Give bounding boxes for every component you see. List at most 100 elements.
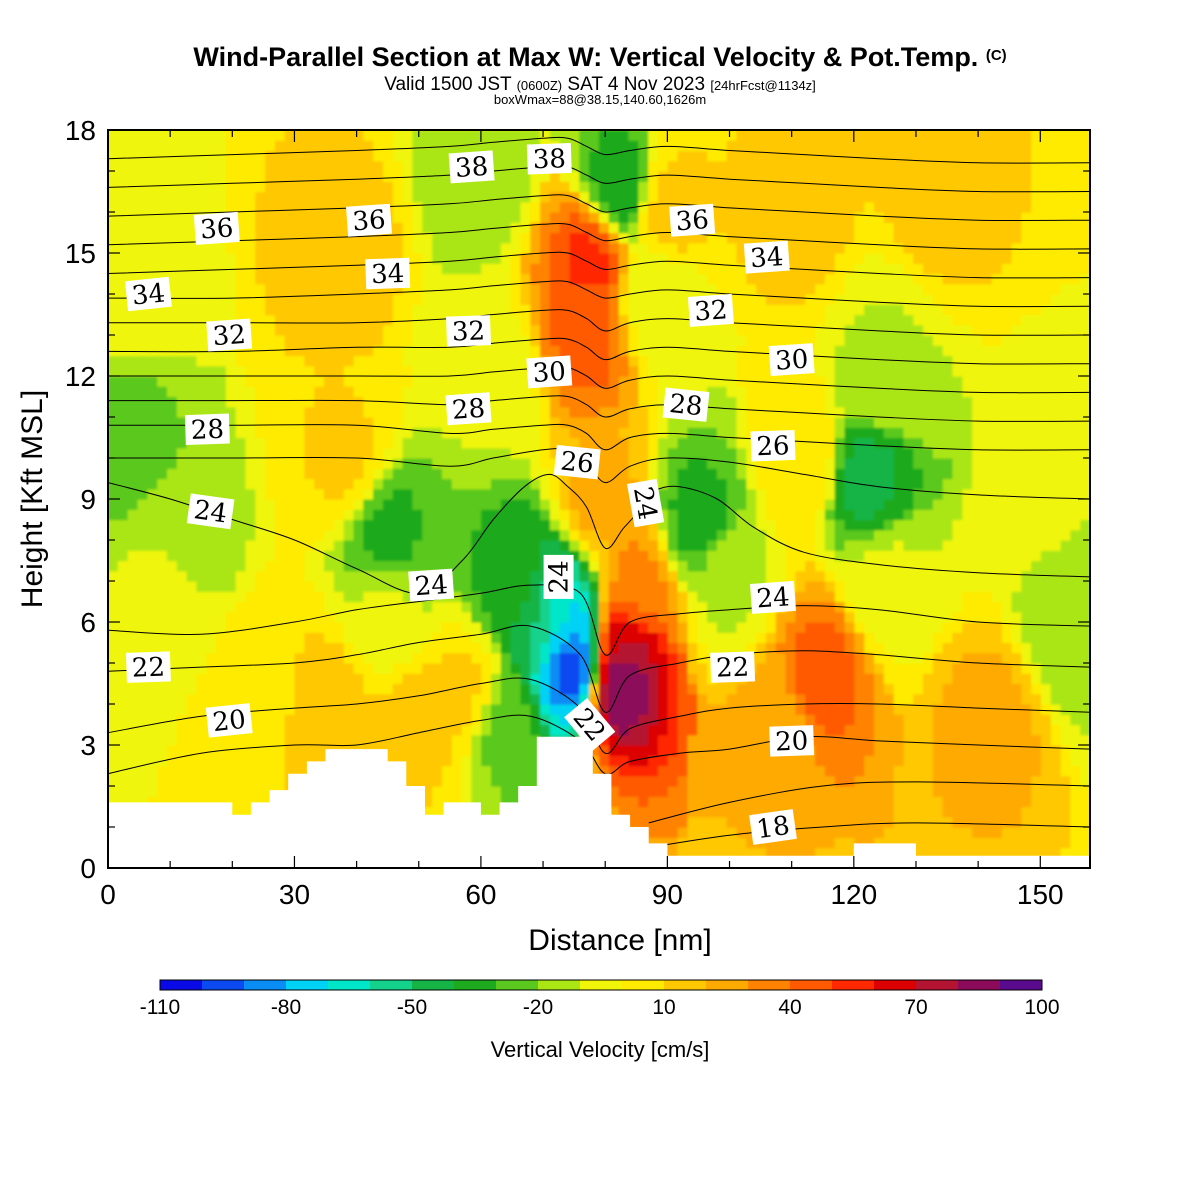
field-cell — [834, 683, 846, 695]
field-cell — [1080, 693, 1090, 705]
field-cell — [530, 488, 541, 500]
field-cell — [667, 468, 679, 480]
field-cell — [932, 437, 944, 449]
field-cell — [108, 611, 119, 623]
field-cell — [677, 447, 688, 459]
field-cell — [206, 570, 217, 582]
field-cell — [402, 427, 414, 439]
field-cell — [422, 724, 433, 736]
field-cell — [127, 478, 139, 490]
field-cell — [422, 437, 433, 449]
field-cell — [1060, 827, 1071, 838]
field-cell — [294, 745, 305, 756]
field-cell — [707, 509, 718, 521]
field-cell — [844, 437, 855, 449]
field-cell — [873, 376, 885, 387]
field-cell — [864, 663, 875, 674]
field-cell — [805, 427, 816, 439]
field-cell — [854, 622, 865, 633]
field-cell — [343, 478, 355, 490]
field-cell — [775, 570, 787, 582]
field-cell — [569, 560, 580, 572]
field-cell — [1040, 560, 1052, 572]
field-cell — [962, 786, 973, 797]
field-cell — [382, 632, 394, 644]
field-cell — [382, 560, 394, 572]
field-cell — [834, 775, 846, 787]
field-cell — [1011, 683, 1022, 695]
field-cell — [540, 693, 551, 705]
field-cell — [903, 816, 914, 828]
field-cell — [392, 458, 404, 469]
field-cell — [873, 540, 885, 551]
field-cell — [343, 499, 355, 510]
field-cell — [844, 519, 855, 531]
field-cell — [1080, 642, 1090, 654]
field-cell — [795, 417, 806, 428]
field-cell — [235, 581, 247, 592]
field-cell — [579, 509, 590, 521]
field-cell — [402, 458, 414, 469]
field-cell — [1031, 437, 1042, 449]
field-cell — [962, 540, 973, 551]
field-cell — [471, 693, 482, 705]
field-cell — [667, 683, 679, 695]
field-cell — [873, 468, 885, 480]
field-cell — [873, 724, 885, 736]
field-cell — [451, 386, 463, 398]
field-cell — [255, 581, 266, 592]
field-cell — [265, 663, 276, 674]
field-cell — [481, 550, 492, 562]
field-cell — [824, 827, 836, 838]
field-cell — [1070, 468, 1081, 480]
field-cell — [579, 478, 590, 490]
field-cell — [559, 704, 571, 715]
field-cell — [382, 673, 394, 685]
field-cell — [608, 663, 620, 674]
field-cell — [785, 765, 796, 777]
field-cell — [422, 468, 433, 480]
field-cell — [108, 437, 119, 449]
field-cell — [893, 704, 905, 715]
field-cell — [510, 611, 522, 623]
field-cell — [972, 591, 983, 603]
field-cell — [284, 673, 296, 685]
field-cell — [265, 652, 276, 664]
field-cell — [765, 386, 777, 398]
field-cell — [1021, 693, 1032, 705]
field-cell — [559, 642, 571, 654]
field-cell — [707, 734, 718, 746]
field-cell — [923, 837, 934, 849]
field-cell — [952, 827, 963, 838]
field-cell — [549, 693, 561, 705]
field-cell — [1021, 847, 1032, 859]
field-cell — [510, 396, 522, 408]
field-cell — [1040, 663, 1052, 674]
field-cell — [864, 806, 875, 818]
field-cell — [314, 529, 325, 541]
field-cell — [667, 786, 679, 797]
field-cell — [373, 591, 384, 603]
field-cell — [422, 714, 433, 726]
field-cell — [196, 396, 207, 408]
field-cell — [471, 683, 482, 695]
field-cell — [638, 673, 649, 685]
field-cell — [412, 478, 423, 490]
field-cell — [363, 376, 374, 387]
field-cell — [216, 376, 227, 387]
field-cell — [166, 458, 178, 469]
field-cell — [913, 560, 924, 572]
field-cell — [893, 714, 905, 726]
field-cell — [1050, 540, 1062, 551]
field-cell — [304, 560, 315, 572]
field-cell — [294, 693, 305, 705]
field-cell — [500, 376, 512, 387]
field-cell — [432, 704, 443, 715]
field-cell — [815, 601, 826, 613]
field-cell — [235, 355, 247, 367]
field-cell — [294, 622, 305, 633]
field-cell — [844, 417, 855, 428]
field-cell — [599, 591, 610, 603]
field-cell — [324, 560, 335, 572]
field-cell — [1011, 478, 1022, 490]
